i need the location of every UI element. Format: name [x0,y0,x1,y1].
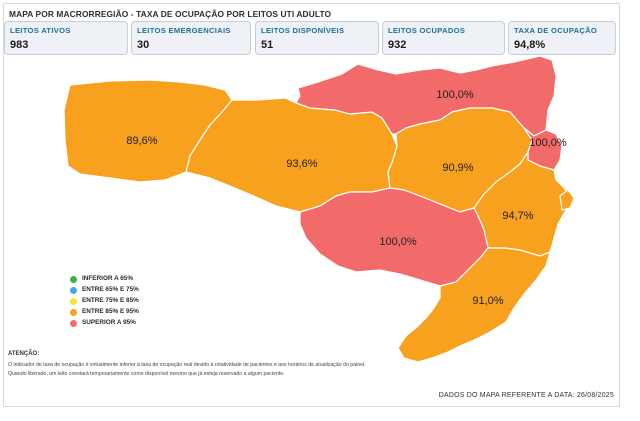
legend-label: SUPERIOR A 95% [82,319,136,326]
legend-label: ENTRE 75% E 85% [82,297,139,304]
region-label-vale-itajai: 90,9% [442,162,473,174]
region-label-extremo-oeste: 89,6% [126,135,157,147]
kpi-label: LEITOS ATIVOS [10,26,71,35]
legend-label: ENTRE 65% E 75% [82,286,139,293]
kpi-bar: LEITOS ATIVOS 983 LEITOS EMERGENCIAIS 30… [4,21,616,58]
legend-label: INFERIOR A 65% [82,275,134,282]
kpi-card-leitos-emergenciais[interactable]: LEITOS EMERGENCIAIS 30 [131,21,251,55]
map-date: DADOS DO MAPA REFERENTE A DATA: 26/08/20… [438,392,614,399]
region-label-grande-florianopolis: 94,7% [502,210,533,222]
kpi-label: LEITOS OCUPADOS [388,26,466,35]
kpi-value: 30 [137,39,150,51]
region-label-meio-oeste: 93,6% [286,158,317,170]
region-label-sul: 91,0% [472,295,503,307]
region-label-planalto-norte: 100,0% [436,89,474,101]
page-title: MAPA POR MACRORREGIÃO - TAXA DE OCUPAÇÃO… [9,9,332,19]
note-line-1: O indicador de taxa de ocupação é virtua… [8,362,366,368]
kpi-card-taxa-ocupacao[interactable]: TAXA DE OCUPAÇÃO 94,8% [508,21,616,55]
region-label-grande-florianopolis-norte: 100,0% [529,137,567,149]
legend-swatch [70,276,77,283]
kpi-label: LEITOS DISPONÍVEIS [261,26,345,35]
legend-swatch [70,320,77,327]
note-line-2: Quando liberado, um leito constará tempo… [8,371,285,377]
legend-label: ENTRE 85% E 95% [82,308,139,315]
region-label-serra-catarinense: 100,0% [379,236,417,248]
note-title: ATENÇÃO: [8,351,40,357]
kpi-value: 51 [261,39,274,51]
kpi-value: 94,8% [514,39,546,51]
region-sul-coast-island [559,189,575,211]
legend-swatch [70,309,77,316]
kpi-label: LEITOS EMERGENCIAIS [137,26,231,35]
kpi-card-leitos-disponiveis[interactable]: LEITOS DISPONÍVEIS 51 [255,21,379,55]
kpi-value: 983 [10,39,29,51]
kpi-value: 932 [388,39,407,51]
region-sul[interactable] [397,247,551,363]
region-grande-florianopolis-norte[interactable] [523,127,563,171]
legend-swatch [70,287,77,294]
kpi-label: TAXA DE OCUPAÇÃO [514,26,598,35]
kpi-card-leitos-ocupados[interactable]: LEITOS OCUPADOS 932 [382,21,505,55]
region-planalto-norte-nordeste[interactable] [295,55,557,137]
legend-swatch [70,298,77,305]
kpi-card-leitos-ativos[interactable]: LEITOS ATIVOS 983 [4,21,128,55]
